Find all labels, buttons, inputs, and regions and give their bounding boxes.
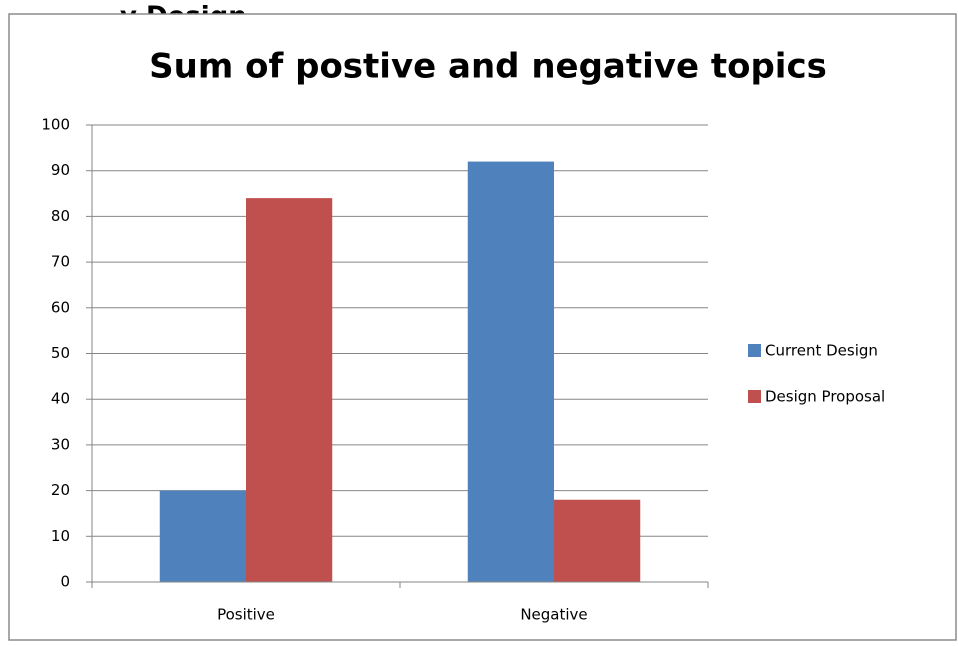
- bar-current-design-positive: [160, 491, 246, 582]
- bar-current-design-negative: [468, 162, 554, 582]
- x-category-label: Negative: [520, 606, 587, 624]
- chart-title: Sum of postive and negative topics: [149, 47, 827, 87]
- y-tick-label: 30: [51, 435, 70, 453]
- legend-label: Current Design: [765, 342, 878, 360]
- y-tick-label: 20: [51, 481, 70, 499]
- y-tick-label: 100: [41, 116, 70, 134]
- y-tick-label: 0: [60, 573, 70, 591]
- bar-design-proposal-negative: [554, 500, 640, 582]
- legend-swatch: [748, 390, 761, 403]
- x-category-label: Positive: [217, 606, 275, 624]
- y-tick-label: 50: [51, 344, 70, 362]
- y-tick-label: 60: [51, 298, 70, 316]
- legend-swatch: [748, 344, 761, 357]
- y-tick-label: 80: [51, 207, 70, 225]
- y-tick-label: 90: [51, 161, 70, 179]
- y-tick-label: 40: [51, 390, 70, 408]
- bar-design-proposal-positive: [246, 198, 332, 582]
- y-tick-label: 70: [51, 253, 70, 271]
- y-tick-label: 10: [51, 527, 70, 545]
- legend-label: Design Proposal: [765, 388, 885, 406]
